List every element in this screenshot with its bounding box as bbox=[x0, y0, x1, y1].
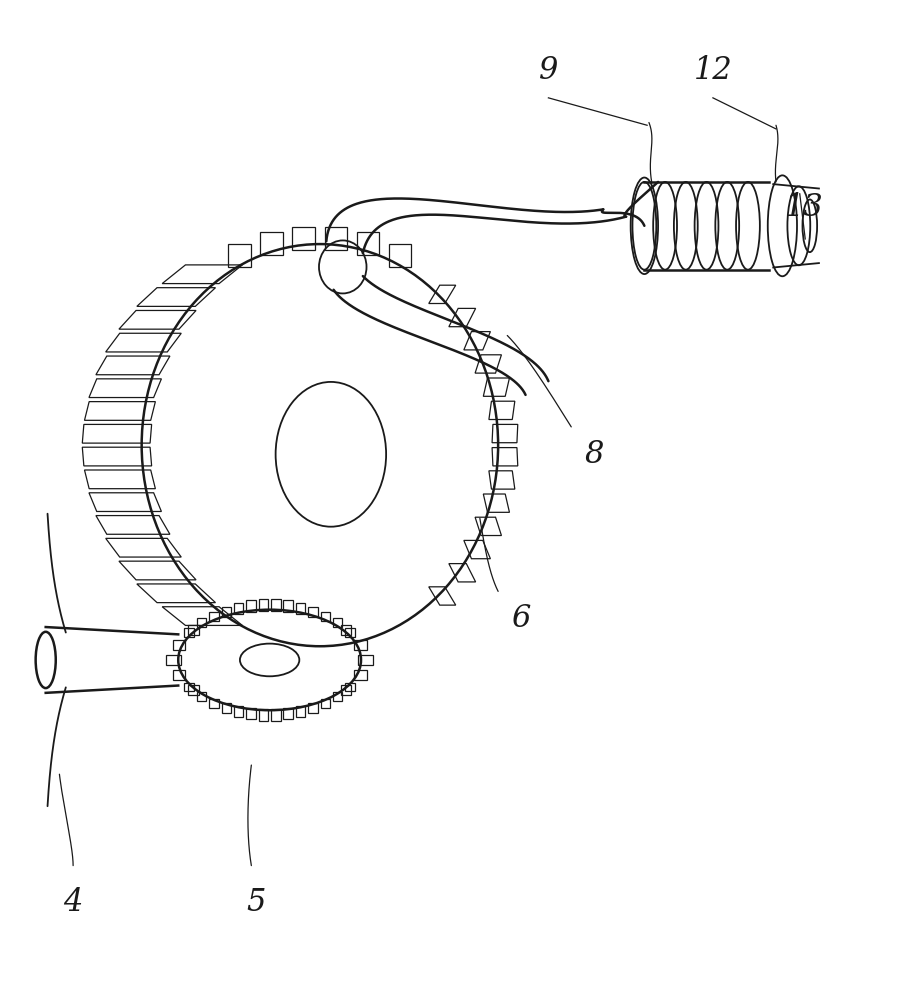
Text: 9: 9 bbox=[538, 55, 558, 86]
Text: 8: 8 bbox=[584, 439, 604, 470]
Text: 6: 6 bbox=[511, 603, 531, 634]
Text: 13: 13 bbox=[785, 192, 824, 223]
Text: 12: 12 bbox=[694, 55, 732, 86]
Text: 4: 4 bbox=[63, 887, 83, 918]
Text: 5: 5 bbox=[246, 887, 266, 918]
